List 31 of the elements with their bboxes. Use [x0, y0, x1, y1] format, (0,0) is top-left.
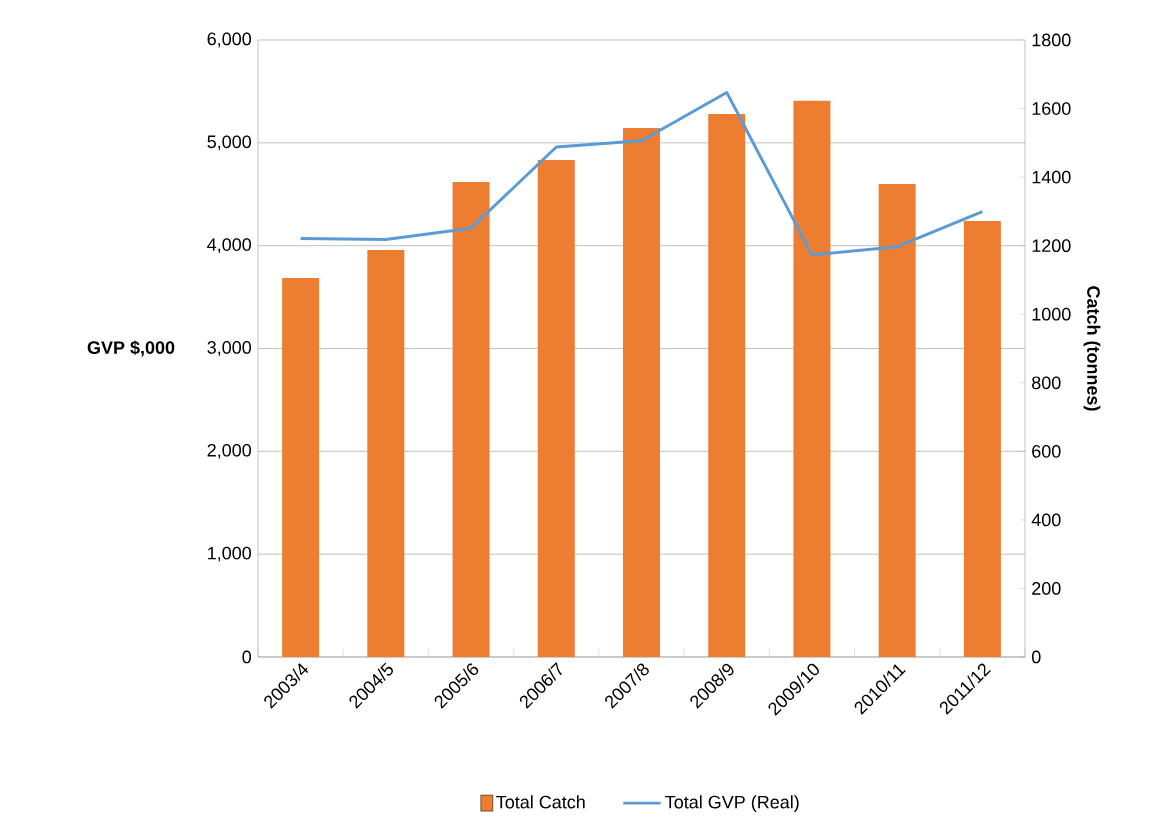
legend-label: Total Catch	[496, 795, 585, 809]
y-tick-label: 2,000	[207, 443, 252, 459]
y2-tick-label: 800	[1032, 376, 1061, 390]
bar	[963, 220, 1001, 657]
y2-tick-label: 1200	[1032, 239, 1071, 253]
y2-tick-label: 200	[1032, 582, 1061, 595]
bar	[623, 128, 660, 657]
legend-label: Total GVP (Real)	[665, 795, 799, 812]
bar	[793, 100, 831, 657]
y2-tick-label: 1800	[1032, 33, 1071, 47]
y2-tick-label: 600	[1032, 444, 1061, 458]
y-tick-label: 0	[242, 650, 252, 664]
y2-tick-label: 1400	[1032, 170, 1071, 184]
y-tick-label: 5,000	[207, 135, 252, 151]
y-tick-label: 3,000	[207, 341, 252, 356]
y-tick-label: 4,000	[207, 238, 252, 254]
bar	[282, 277, 320, 657]
bar	[708, 114, 746, 657]
y2-tick-label: 1600	[1032, 102, 1071, 115]
y-tick-label: 6,000	[207, 32, 252, 48]
bar	[452, 181, 490, 657]
line-series	[299, 90, 984, 257]
y2-tick-label: 1000	[1032, 307, 1071, 321]
y-tick-label: 1,000	[208, 546, 252, 562]
y-axis-title: GVP $,000	[87, 340, 175, 357]
bar	[367, 250, 405, 657]
y2-tick-label: 400	[1031, 513, 1061, 527]
bar	[878, 183, 916, 657]
y2-tick-label: 0	[1031, 650, 1041, 664]
bar	[537, 159, 575, 657]
y2-axis-title: Catch (tonnes)	[1083, 286, 1101, 411]
